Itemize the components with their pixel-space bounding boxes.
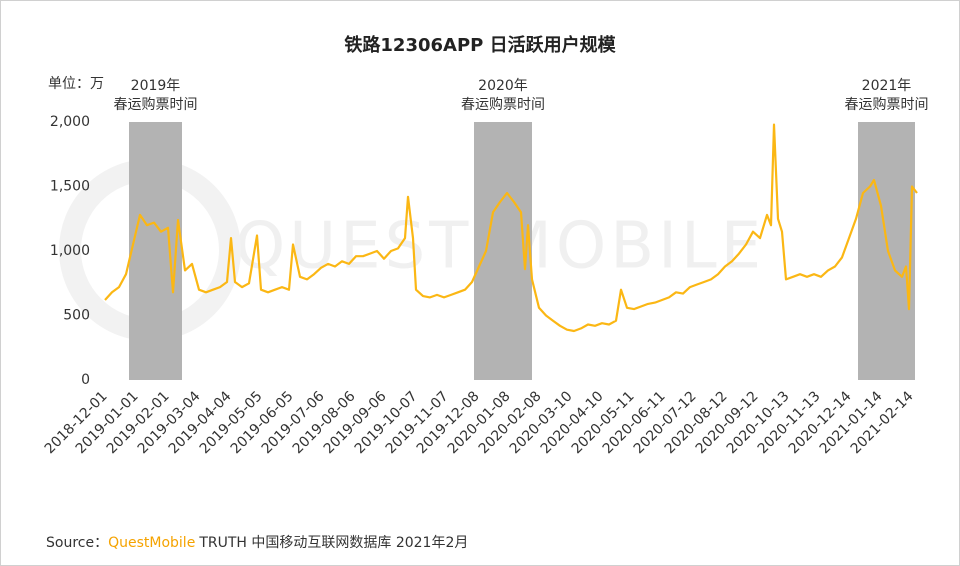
season-band xyxy=(858,122,915,380)
source-prefix: Source： xyxy=(46,535,108,551)
band-year: 2019年 xyxy=(131,78,181,94)
y-tick-label: 1,500 xyxy=(50,179,90,195)
source-brand: QuestMobile xyxy=(108,535,195,551)
source-text: Source：QuestMobile TRUTH 中国移动互联网数据库 2021年… xyxy=(46,535,468,551)
chart-title: 铁路12306APP 日活跃用户规模 xyxy=(344,34,616,56)
y-tick-label: 0 xyxy=(81,372,90,388)
band-label: 春运购票时间 xyxy=(845,97,929,113)
season-band xyxy=(474,122,532,380)
band-label: 春运购票时间 xyxy=(114,97,198,113)
y-tick-label: 1,000 xyxy=(50,243,90,259)
dau-line xyxy=(104,123,918,333)
season-band xyxy=(129,122,182,380)
y-tick-label: 500 xyxy=(63,308,90,324)
band-year: 2020年 xyxy=(478,78,528,94)
y-tick-label: 2,000 xyxy=(50,114,90,130)
y-unit: 单位：万 xyxy=(48,76,104,92)
band-label: 春运购票时间 xyxy=(461,97,545,113)
source-rest: TRUTH 中国移动互联网数据库 2021年2月 xyxy=(198,535,468,551)
band-year: 2021年 xyxy=(862,78,912,94)
